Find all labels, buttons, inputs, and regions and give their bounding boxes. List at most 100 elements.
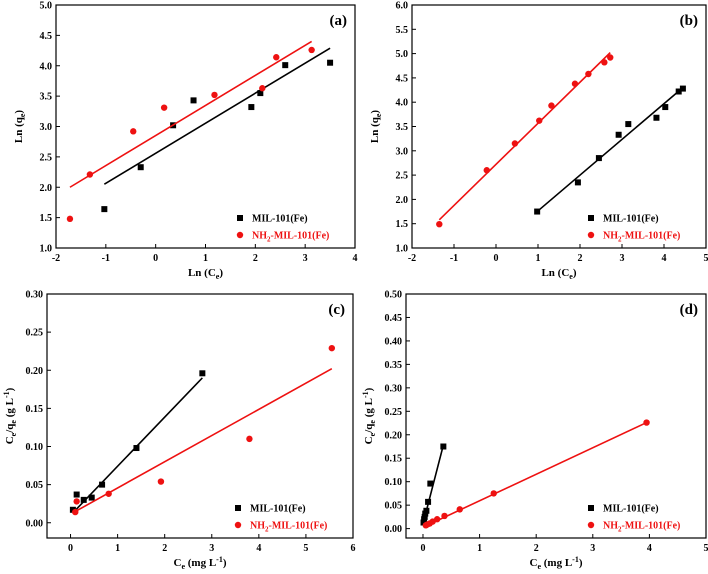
data-point bbox=[86, 171, 94, 178]
data-point bbox=[160, 104, 168, 111]
x-tick-label: 1 bbox=[477, 543, 482, 554]
y-tick-label: 0.00 bbox=[26, 518, 44, 529]
y-tick-label: 0.35 bbox=[385, 360, 403, 371]
x-tick-label: 3 bbox=[590, 543, 595, 554]
panel-label: (b) bbox=[680, 13, 698, 29]
x-tick-label: 4 bbox=[256, 543, 261, 554]
data-point bbox=[327, 59, 334, 66]
data-point bbox=[625, 121, 632, 128]
data-point bbox=[456, 506, 463, 513]
data-point bbox=[248, 104, 255, 111]
x-tick-label: 5 bbox=[303, 543, 308, 554]
fit-line bbox=[72, 368, 333, 514]
data-point bbox=[653, 114, 660, 121]
data-point bbox=[601, 59, 608, 66]
x-tick-label: 4 bbox=[662, 253, 667, 264]
data-point bbox=[490, 490, 497, 497]
data-point bbox=[483, 167, 490, 174]
data-point bbox=[80, 496, 87, 503]
data-point bbox=[607, 54, 614, 61]
panel-c: 0 1 2 3 4 5 6 0.00 0.05 0.10 0.15 0.20 0.25 0.30 Ce (m… bbox=[2, 290, 356, 572]
fit-line bbox=[69, 40, 313, 188]
data-point bbox=[282, 62, 289, 69]
y-tick-label: 4.5 bbox=[396, 73, 409, 84]
x-tick-label: 3 bbox=[620, 253, 625, 264]
legend-marker bbox=[588, 505, 594, 511]
data-point bbox=[548, 102, 555, 109]
data-point bbox=[105, 490, 112, 497]
data-point bbox=[101, 206, 108, 213]
y-tick-label: 0.10 bbox=[385, 477, 403, 488]
data-point bbox=[157, 478, 165, 485]
legend-marker bbox=[237, 215, 243, 221]
data-point bbox=[420, 519, 427, 526]
x-tick-label: -2 bbox=[408, 253, 416, 264]
data-point bbox=[571, 80, 579, 87]
x-axis-label: Ln (Ce) bbox=[188, 267, 223, 281]
y-tick-label: 1.0 bbox=[40, 244, 53, 255]
data-point bbox=[69, 506, 76, 513]
series-0 bbox=[101, 47, 334, 213]
data-point bbox=[328, 344, 336, 352]
legend-marker bbox=[235, 505, 241, 511]
y-tick-label: 0.05 bbox=[385, 501, 403, 512]
y-tick-label: 4.5 bbox=[40, 31, 53, 42]
y-tick-label: 3.5 bbox=[40, 92, 53, 103]
plot-frame bbox=[405, 293, 707, 539]
data-point bbox=[574, 179, 581, 186]
y-tick-label: 0.45 bbox=[385, 313, 403, 324]
fit-line bbox=[438, 52, 611, 221]
panel-a: -2 -1 0 1 2 3 4 1.0 1.5 2.0 2.5 3.0 3.5 4.0 4.5 5.0 Ln (… bbox=[13, 1, 358, 282]
data-point bbox=[595, 155, 602, 162]
panel-label: (a) bbox=[330, 13, 348, 29]
legend-label: MIL-101(Fe) bbox=[603, 504, 659, 515]
x-tick-label: 2 bbox=[253, 253, 258, 264]
data-point bbox=[66, 215, 74, 223]
x-tick-label: 5 bbox=[704, 543, 708, 554]
x-tick-label: 1 bbox=[115, 543, 120, 554]
data-point bbox=[88, 494, 95, 501]
data-point bbox=[425, 498, 432, 505]
y-tick-label: 0.05 bbox=[26, 480, 44, 491]
data-point bbox=[73, 498, 80, 505]
legend-label: MIL-101(Fe) bbox=[603, 214, 659, 225]
series-1 bbox=[436, 52, 614, 228]
legend-label: NH2-MIL-101(Fe) bbox=[250, 521, 327, 534]
data-point bbox=[433, 516, 441, 523]
x-tick-label: 0 bbox=[494, 253, 499, 264]
x-tick-label: 2 bbox=[162, 543, 167, 554]
x-tick-label: 1 bbox=[203, 253, 208, 264]
series-1 bbox=[66, 40, 315, 223]
y-tick-label: 3.0 bbox=[396, 146, 409, 157]
data-point bbox=[511, 140, 519, 147]
panel-d: 0 1 2 3 4 5 0.00 0.05 0.10 0.15 0.20 0.25 0.30 0.35 0.… bbox=[361, 290, 708, 572]
x-tick-label: 0 bbox=[420, 543, 425, 554]
data-point bbox=[273, 54, 280, 61]
y-tick-label: 6.0 bbox=[396, 1, 409, 12]
data-point bbox=[440, 443, 447, 450]
data-point bbox=[257, 90, 264, 97]
data-point bbox=[137, 164, 144, 171]
y-axis-label: Ln (qe) bbox=[13, 110, 27, 144]
y-tick-label: 1.0 bbox=[396, 244, 409, 255]
fit-line bbox=[103, 47, 331, 185]
data-point bbox=[679, 85, 686, 92]
x-tick-label: 3 bbox=[303, 253, 308, 264]
x-tick-label: 6 bbox=[351, 543, 356, 554]
data-point bbox=[259, 85, 266, 92]
data-point bbox=[675, 88, 682, 95]
x-tick-label: 1 bbox=[536, 253, 541, 264]
y-tick-label: 0.15 bbox=[385, 454, 403, 465]
y-axis-label: Ce/qe (g L-1) bbox=[361, 387, 377, 444]
x-tick-label: 4 bbox=[647, 543, 652, 554]
y-axis-label: Ce/qe (g L-1) bbox=[2, 387, 18, 444]
y-tick-label: 0.00 bbox=[385, 524, 403, 535]
legend-marker bbox=[588, 215, 594, 221]
plot-frame bbox=[411, 4, 707, 249]
y-tick-label: 2.5 bbox=[40, 152, 53, 163]
panel-label: (c) bbox=[328, 302, 345, 318]
legend-marker bbox=[236, 231, 244, 239]
y-tick-label: 0.20 bbox=[385, 430, 403, 441]
y-tick-label: 5.0 bbox=[396, 49, 409, 60]
